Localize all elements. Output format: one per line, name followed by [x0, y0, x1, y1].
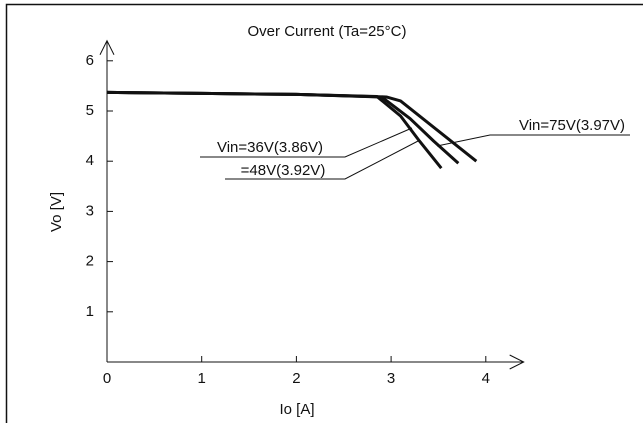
y-axis-arrow [99, 39, 115, 55]
y-axis-label: Vo [V] [48, 192, 65, 232]
y-tick-label: 3 [86, 202, 94, 219]
leader-line [436, 134, 630, 147]
leader-line [225, 139, 421, 180]
x-tick-label: 0 [103, 370, 111, 387]
x-tick-label: 4 [482, 370, 490, 387]
series-line [106, 90, 478, 163]
y-tick-label: 4 [86, 152, 94, 169]
x-tick-label: 2 [292, 370, 300, 387]
legend-label: Vin=75V(3.97V) [519, 117, 625, 134]
x-tick-label: 3 [387, 370, 395, 387]
x-axis-arrow [509, 354, 525, 370]
y-tick-label: 5 [86, 102, 94, 119]
legend-label: =48V(3.92V) [241, 162, 326, 179]
y-tick-label: 6 [86, 52, 94, 69]
y-tick-label: 2 [86, 253, 94, 270]
y-tick-label: 1 [86, 303, 94, 320]
frame [5, 3, 643, 423]
legend-label: Vin=36V(3.86V) [217, 139, 323, 156]
x-axis-label: Io [A] [279, 401, 314, 418]
chart-title: Over Current (Ta=25°C) [248, 23, 407, 40]
leader-line [200, 127, 413, 158]
x-tick-label: 1 [198, 370, 206, 387]
